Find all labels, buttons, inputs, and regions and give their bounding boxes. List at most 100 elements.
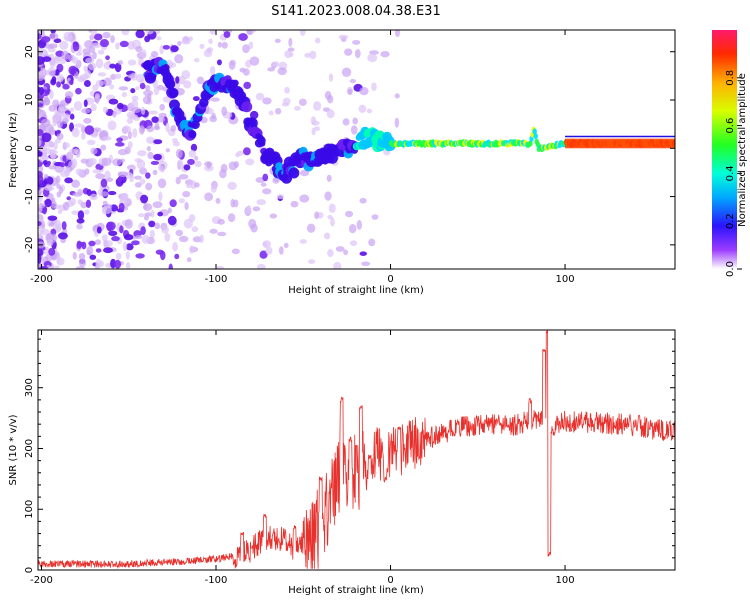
spectral-noise-blob [217,218,225,225]
spectral-noise-blob [88,240,96,247]
spectral-noise-blob [294,105,301,111]
snr-y-label: SNR (10 * v/v) [8,414,19,485]
spectral-noise-blob [92,84,99,91]
spectral-noise-blob [227,181,237,190]
colorbar-ticks: 0.0 0.2 0.4 0.6 0.8 [725,70,742,277]
spectral-noise-blob [56,74,64,83]
spectral-noise-blob [72,252,77,260]
spectral-noise-blob [139,82,146,90]
spectral-noise-blob [53,265,60,269]
spectral-noise-blob [352,117,358,125]
spectral-noise-blob [38,110,43,120]
spectral-noise-blob [45,44,54,50]
spectral-noise-blob [50,78,57,86]
spectral-noise-blob [206,161,212,169]
spectral-noise-blob [289,52,294,57]
spectral-noise-blob [131,99,139,110]
spectral-noise-blob [102,200,108,206]
spectral-noise-blob [156,116,166,123]
spectral-noise-blob [83,65,89,72]
spectral-noise-blob [101,234,108,242]
spectral-noise-blob [299,169,310,177]
spectral-noise-blob [327,249,334,258]
x-tick-label: 100 [556,274,575,285]
spectral-noise-blob [46,239,54,247]
spectral-noise-blob [251,30,257,33]
spectral-noise-blob [92,169,102,174]
spectral-noise-blob [371,82,377,92]
spectral-noise-blob [112,158,122,166]
spectral-noise-blob [48,104,56,112]
spectral-noise-blob [50,30,56,34]
spectral-noise-blob [135,45,143,53]
spectral-noise-blob [56,132,64,140]
spectral-noise-blob [140,226,146,236]
spectral-noise-blob [61,221,67,230]
y-tick-label: -10 [24,188,35,204]
spectral-noise-blob [78,259,86,268]
spectral-noise-blob [259,250,268,259]
spectral-noise-blob [243,81,251,90]
spectral-noise-blob [73,100,83,111]
spectral-noise-blob [86,245,94,256]
spectral-noise-blob [106,60,111,66]
spectral-noise-blob [165,148,171,153]
spectral-noise-blob [153,139,163,145]
spectral-noise-blob [118,86,129,91]
spectral-noise-blob [368,238,376,247]
spectral-noise-blob [154,222,161,230]
spectral-noise-blob [217,41,222,48]
spectral-noise-blob [89,254,97,260]
spectral-noise-blob [50,200,57,209]
spectral-noise-blob [189,245,195,254]
spectral-noise-blob [282,97,291,106]
spectral-noise-blob [97,72,107,77]
spectral-noise-blob [326,174,332,182]
spectral-noise-blob [61,117,69,125]
spectral-noise-blob [62,201,70,211]
spectral-noise-blob [256,263,266,269]
spectral-noise-blob [246,204,252,214]
spectral-noise-blob [114,142,125,147]
x-tick-label: 0 [387,274,393,285]
spectral-noise-blob [174,54,184,64]
spectral-noise-blob [56,183,62,189]
colorbar-tick-label: 0.4 [725,165,736,181]
spectral-noise-blob [48,222,55,227]
spectral-band-edge [565,135,675,138]
spectral-noise-blob [44,185,55,191]
spectral-noise-blob [324,191,332,201]
spectral-noise-blob [112,111,117,118]
spectral-noise-blob [242,68,250,76]
spectral-noise-blob [162,44,170,50]
spectral-noise-blob [98,260,104,268]
spectral-noise-blob [59,162,66,168]
spectral-noise-blob [145,172,151,179]
spectral-noise-blob [190,143,198,152]
spectral-noise-blob [177,75,186,85]
spectral-noise-blob [127,74,136,79]
x-tick-label: -100 [205,575,228,586]
spectral-noise-blob [134,182,142,188]
spectral-noise-blob [125,250,130,260]
spectral-noise-blob [284,86,290,94]
spectral-noise-blob [267,67,275,72]
spectral-noise-blob [47,66,56,77]
spectral-noise-blob [356,220,363,230]
spectral-noise-blob [56,129,62,134]
spectral-noise-blob [129,173,135,183]
spectral-noise-blob [100,178,108,188]
colorbar-tick-label: 0.6 [725,118,736,134]
spectral-noise-blob [121,91,128,98]
spectral-noise-blob [172,241,178,252]
spectral-noise-blob [61,113,70,119]
spectral-noise-blob [223,31,231,39]
spectral-noise-blob [64,177,73,184]
spectral-noise-blob [278,246,284,255]
spectral-noise-blob [96,226,102,234]
spectral-ridge-blob [231,79,239,87]
spectral-noise-blob [299,239,307,244]
spectral-noise-blob [69,113,75,120]
spectral-noise-blob [93,33,103,41]
